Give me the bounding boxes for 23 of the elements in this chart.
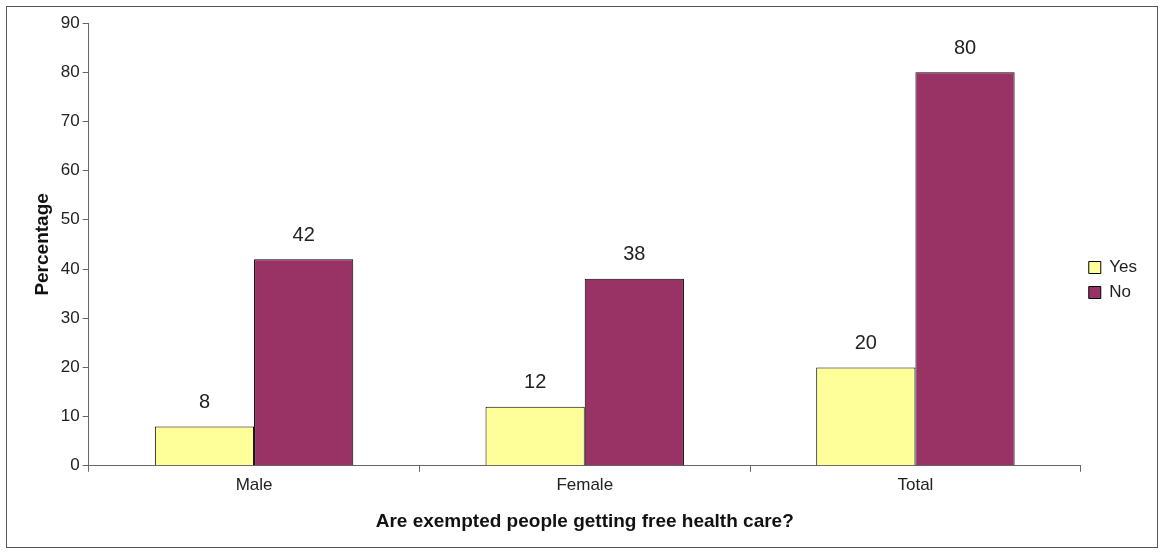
y-tick-label: 10	[60, 406, 80, 426]
y-axis-title: Percentage	[30, 193, 52, 296]
data-label: 80	[953, 35, 977, 58]
x-tick-label: Male	[235, 474, 273, 494]
y-tick-label: 40	[60, 258, 80, 278]
data-label: 8	[198, 389, 211, 412]
y-tick-label: 60	[60, 160, 80, 180]
y-tick-label: 0	[70, 455, 80, 475]
data-label: 12	[524, 370, 547, 393]
data-label: 38	[623, 242, 646, 265]
legend-label: Yes	[1109, 257, 1137, 277]
y-tick-label: 80	[60, 61, 80, 81]
y-tick-label: 90	[60, 12, 80, 32]
data-label: 20	[854, 330, 877, 353]
y-tick-label: 20	[60, 357, 80, 377]
x-tick-label: Total	[897, 474, 934, 494]
data-label: 42	[292, 222, 315, 245]
x-axis-title: Are exempted people getting free health care?	[375, 509, 794, 531]
x-tick-label: Female	[556, 474, 614, 494]
legend-label: No	[1109, 282, 1131, 302]
y-tick-label: 50	[60, 209, 80, 229]
y-tick-label: 30	[60, 307, 80, 327]
y-tick-label: 70	[60, 111, 80, 131]
